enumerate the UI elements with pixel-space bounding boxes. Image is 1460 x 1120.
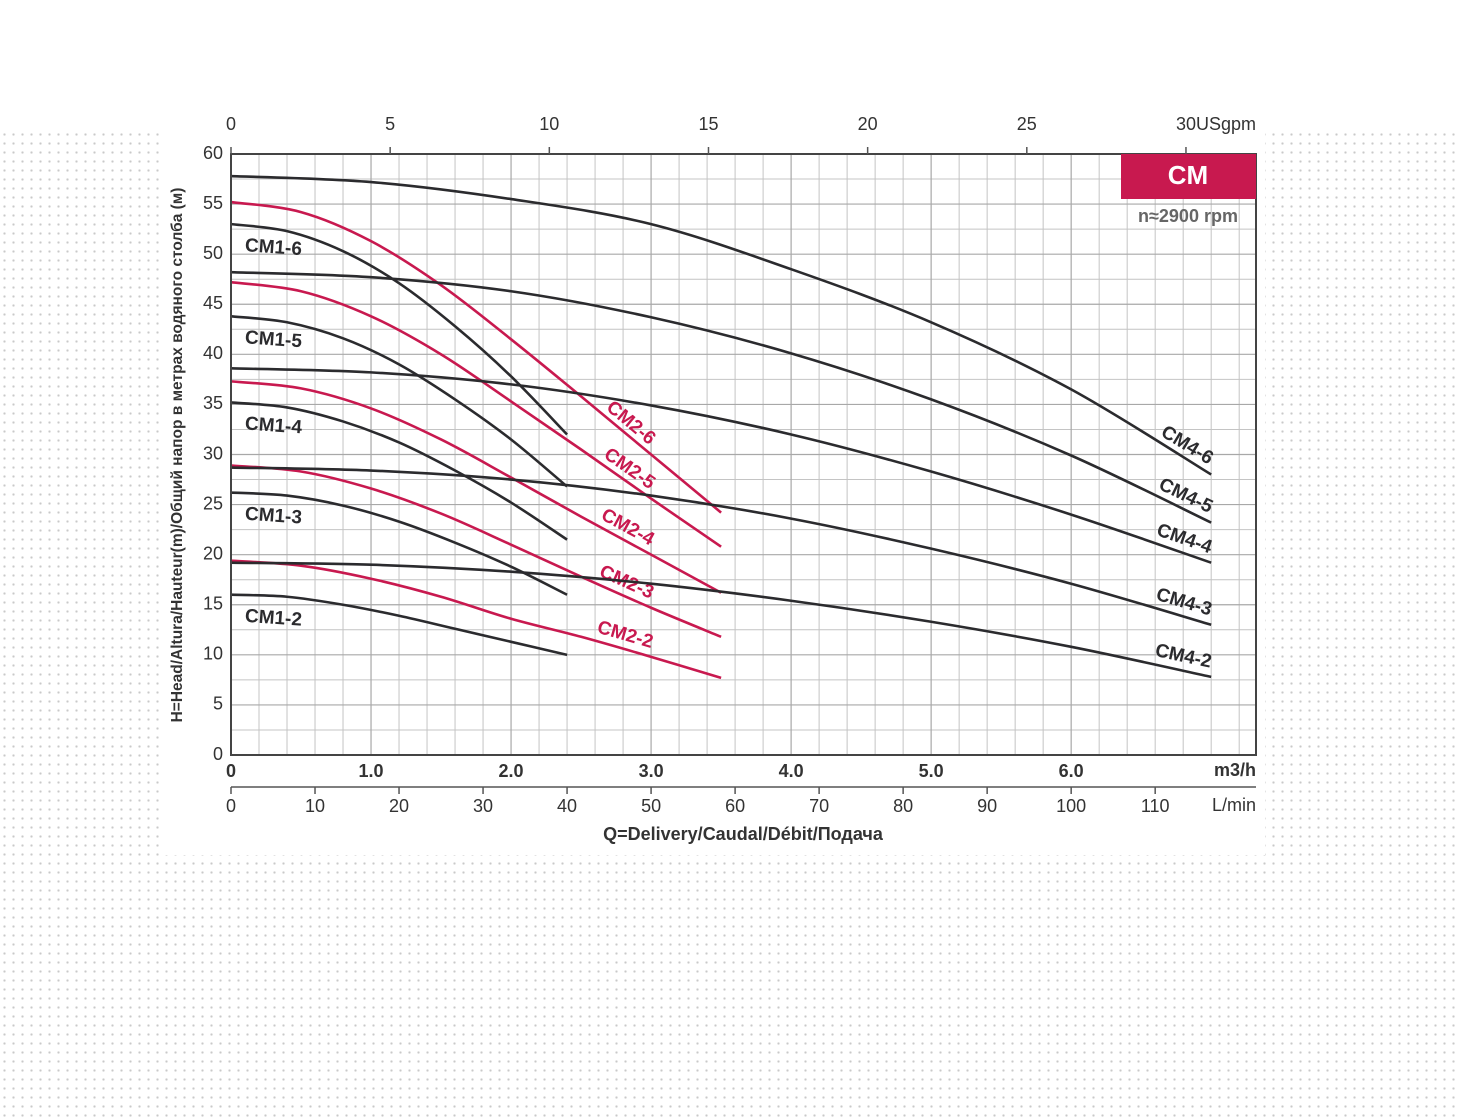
y-tick-label: 15 [203, 594, 223, 614]
pump-curve [230, 270, 1212, 524]
x-axis-label: Q=Delivery/Caudal/Débit/Подача [603, 824, 884, 844]
top_axis-tick-label: 5 [385, 114, 395, 134]
badge: CM [1168, 160, 1208, 190]
bottom_axis-tick-label: 50 [641, 796, 661, 816]
top_axis-tick-label: 30 [1176, 114, 1196, 134]
bottom_axis-tick-label: 20 [389, 796, 409, 816]
bottom_axis-tick-label: 30 [473, 796, 493, 816]
y-tick-label: 30 [203, 443, 223, 463]
x-tick-label: 6.0 [1059, 761, 1084, 781]
x-tick-label: 2.0 [499, 761, 524, 781]
bottom_axis-tick-label: 10 [305, 796, 325, 816]
bottom_axis-tick-label: 60 [725, 796, 745, 816]
top-axis-unit: USgpm [1196, 114, 1256, 134]
curve-label: CM1-3 [244, 504, 302, 529]
subtitle: n≈2900 rpm [1138, 206, 1238, 226]
x-tick-label: 0 [226, 761, 236, 781]
bottom_axis-tick-label: 70 [809, 796, 829, 816]
x-tick-label: 4.0 [779, 761, 804, 781]
y-tick-label: 45 [203, 293, 223, 313]
bottom_axis-tick-label: 110 [1141, 796, 1170, 816]
curve-label: CM1-5 [244, 327, 303, 352]
x-tick-label: 1.0 [359, 761, 384, 781]
pump-curve [230, 380, 722, 594]
pump-curve [230, 491, 568, 596]
bottom_axis-tick-label: 0 [226, 796, 236, 816]
pump-curve [230, 174, 1212, 476]
pump-curve [230, 593, 568, 657]
pump-curve [230, 466, 1212, 627]
y-tick-label: 0 [213, 744, 223, 764]
pump-curve [230, 200, 722, 514]
grid [230, 153, 1256, 756]
top_axis-tick-label: 25 [1017, 114, 1037, 134]
y-tick-label: 60 [203, 143, 223, 163]
x-tick-label: 5.0 [919, 761, 944, 781]
top_axis-tick-label: 15 [698, 114, 718, 134]
curve-label: CM1-4 [244, 413, 303, 438]
pump-curve [230, 401, 568, 541]
y-tick-label: 40 [203, 343, 223, 363]
pump-curve [230, 559, 722, 680]
bottom_axis-tick-label: 40 [557, 796, 577, 816]
top_axis-tick-label: 20 [858, 114, 878, 134]
bottom_axis-tick-label: 80 [893, 796, 913, 816]
x-tick-label: 3.0 [639, 761, 664, 781]
bottom_axis-tick-label: 90 [977, 796, 997, 816]
pump-curve [230, 367, 1212, 564]
pump-curve [230, 222, 569, 436]
badge-box [1121, 154, 1256, 199]
bottom-axis-unit: L/min [1212, 795, 1256, 815]
y-tick-label: 5 [213, 694, 223, 714]
bottom_axis-tick-label: 100 [1056, 796, 1086, 816]
x-unit: m3/h [1214, 760, 1256, 780]
pump-curve [230, 561, 1212, 679]
curve-label: CM1-6 [244, 235, 302, 260]
pump-curve [230, 314, 568, 488]
y-tick-label: 50 [203, 243, 223, 263]
y-tick-label: 20 [203, 543, 223, 563]
y-tick-label: 55 [203, 193, 223, 213]
top_axis-tick-label: 10 [539, 114, 559, 134]
y-tick-label: 25 [203, 493, 223, 513]
y-tick-label: 10 [203, 644, 223, 664]
top_axis-tick-label: 0 [226, 114, 236, 134]
y-axis-label: H=Head/Altura/Hauteur(m)/Общий напор в м… [169, 188, 186, 723]
curve-label: CM1-2 [244, 606, 302, 631]
y-tick-label: 35 [203, 393, 223, 413]
chart-background [160, 100, 1265, 855]
pump-curve [230, 464, 722, 639]
plot-frame [230, 153, 1257, 756]
